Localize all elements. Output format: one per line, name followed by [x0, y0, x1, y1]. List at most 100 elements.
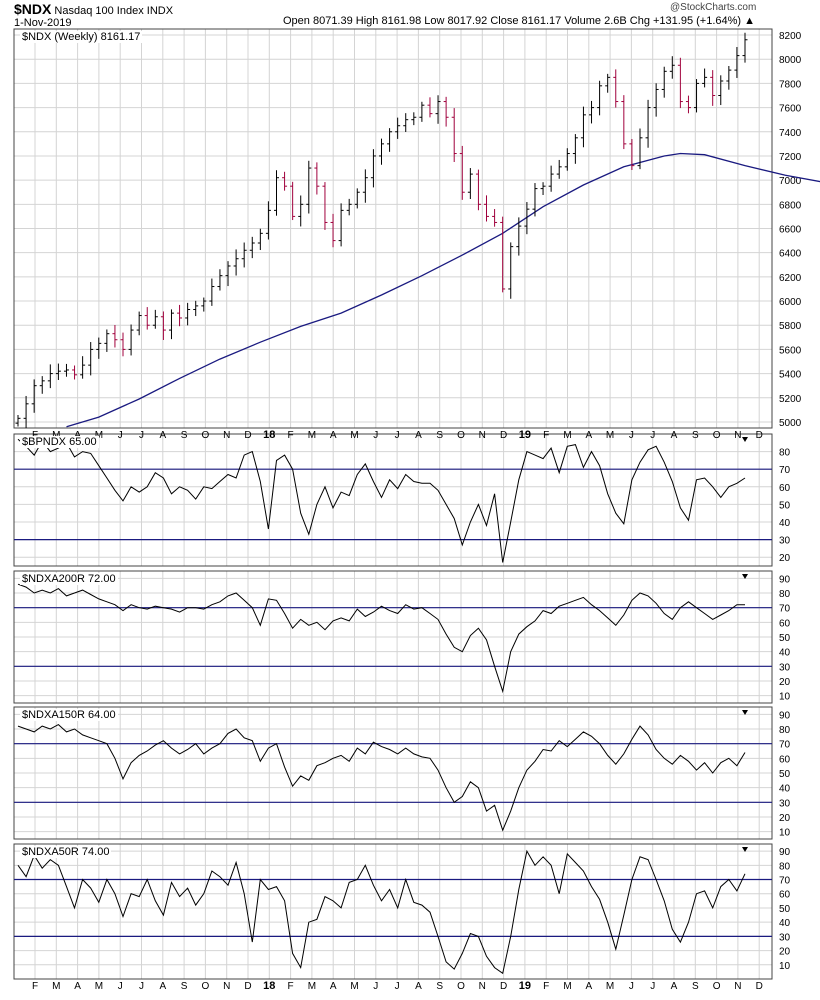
x-tick-label: A: [330, 981, 337, 992]
y-tick-label: 20: [779, 813, 791, 824]
y-tick-label: 20: [779, 677, 791, 688]
x-tick-label: A: [74, 981, 81, 992]
x-tick-label: F: [288, 981, 294, 992]
last-value-marker: [742, 437, 748, 442]
x-tick-label: A: [74, 430, 81, 441]
x-tick-label: F: [543, 430, 549, 441]
indicator-line: [17, 723, 746, 832]
x-tick-label: J: [139, 430, 144, 441]
x-tick-label: A: [330, 430, 337, 441]
y-tick-label: 80: [779, 861, 791, 872]
x-tick-label: O: [457, 981, 465, 992]
x-tick-label: J: [395, 981, 400, 992]
x-tick-label: J: [650, 430, 655, 441]
x-tick-label: 18: [263, 980, 275, 992]
y-tick-label: 6400: [779, 249, 802, 260]
y-tick-label: 60: [779, 483, 791, 494]
x-tick-label: J: [629, 430, 634, 441]
x-tick-label: A: [671, 430, 678, 441]
watermark[interactable]: @StockCharts.com: [670, 2, 757, 13]
x-tick-label: M: [52, 981, 60, 992]
y-tick-label: 10: [779, 961, 791, 972]
x-tick-label: A: [159, 430, 166, 441]
x-tick-label: S: [181, 981, 188, 992]
x-tick-label: N: [223, 430, 230, 441]
y-tick-label: 7000: [779, 176, 802, 187]
exchange: INDX: [146, 5, 174, 17]
y-tick-label: 90: [779, 710, 791, 721]
x-tick-label: 18: [263, 429, 275, 441]
x-tick-label: O: [202, 430, 210, 441]
y-tick-label: 90: [779, 847, 791, 858]
y-tick-label: 30: [779, 932, 791, 943]
chart-header: $NDX Nasdaq 100 Index INDX: [14, 1, 173, 17]
y-tick-label: 70: [779, 740, 791, 751]
x-tick-label: J: [118, 981, 123, 992]
y-tick-label: 5200: [779, 394, 802, 405]
x-tick-label: 19: [519, 429, 531, 441]
x-tick-label: N: [223, 981, 230, 992]
index-name: Nasdaq 100 Index: [54, 5, 144, 17]
x-tick-label: J: [395, 430, 400, 441]
y-tick-label: 5000: [779, 418, 802, 429]
price-panel-label: $NDX (Weekly) 8161.17: [20, 31, 143, 43]
y-tick-label: 6600: [779, 225, 802, 236]
x-tick-label: N: [479, 981, 486, 992]
x-tick-label: M: [606, 430, 614, 441]
y-tick-label: 80: [779, 589, 791, 600]
x-tick-label: D: [756, 981, 763, 992]
x-tick-label: J: [629, 981, 634, 992]
x-tick-label: M: [95, 430, 103, 441]
ndxa50r-panel-label: $NDXA50R 74.00: [20, 846, 112, 858]
x-tick-label: J: [139, 981, 144, 992]
x-tick-label: A: [585, 430, 592, 441]
last-value-marker: [742, 574, 748, 579]
y-tick-label: 90: [779, 574, 791, 585]
chart-date: 1-Nov-2019: [14, 17, 72, 29]
y-tick-label: 70: [779, 604, 791, 615]
x-tick-label: A: [585, 981, 592, 992]
y-tick-label: 10: [779, 828, 791, 839]
y-tick-label: 5400: [779, 370, 802, 381]
y-tick-label: 80: [779, 725, 791, 736]
y-tick-label: 70: [779, 876, 791, 887]
y-tick-label: 50: [779, 904, 791, 915]
x-tick-label: S: [692, 430, 699, 441]
indicator-line: [17, 438, 746, 563]
y-tick-label: 60: [779, 890, 791, 901]
y-tick-label: 20: [779, 553, 791, 564]
y-tick-label: 10: [779, 692, 791, 703]
x-tick-label: D: [244, 430, 251, 441]
y-tick-label: 7400: [779, 128, 802, 139]
x-tick-label: M: [52, 430, 60, 441]
last-value-marker: [742, 710, 748, 715]
y-tick-label: 30: [779, 798, 791, 809]
x-tick-label: F: [32, 430, 38, 441]
x-tick-label: O: [713, 981, 721, 992]
x-tick-label: N: [479, 430, 486, 441]
x-tick-label: M: [350, 430, 358, 441]
y-tick-label: 6200: [779, 273, 802, 284]
y-tick-label: 5600: [779, 345, 802, 356]
bpndx-panel-label: $BPNDX 65.00: [20, 436, 99, 448]
y-tick-label: 50: [779, 500, 791, 511]
x-tick-label: J: [650, 981, 655, 992]
x-tick-label: F: [288, 430, 294, 441]
x-tick-label: J: [118, 430, 123, 441]
ndxa150r-panel-label: $NDXA150R 64.00: [20, 709, 118, 721]
x-tick-label: M: [563, 430, 571, 441]
y-tick-label: 40: [779, 918, 791, 929]
x-tick-label: O: [457, 430, 465, 441]
panel-frame: [13, 843, 773, 980]
y-tick-label: 40: [779, 648, 791, 659]
x-tick-label: A: [159, 981, 166, 992]
x-tick-label: M: [563, 981, 571, 992]
y-tick-label: 20: [779, 947, 791, 958]
ndxa200r-panel-label: $NDXA200R 72.00: [20, 573, 118, 585]
y-tick-label: 60: [779, 754, 791, 765]
panel-frame: [13, 28, 773, 429]
x-tick-label: D: [500, 981, 507, 992]
y-tick-label: 40: [779, 518, 791, 529]
moving-average-line: [66, 152, 820, 428]
y-tick-label: 60: [779, 618, 791, 629]
